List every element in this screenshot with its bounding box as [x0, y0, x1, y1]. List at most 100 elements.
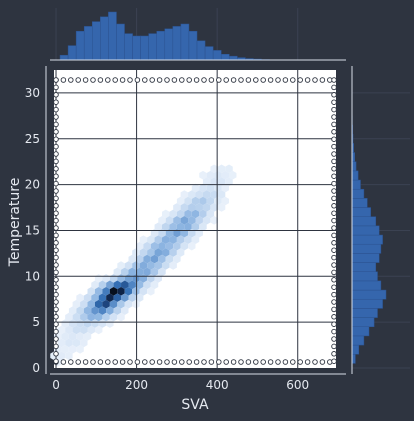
border-dot — [113, 78, 118, 83]
border-dot — [54, 93, 59, 98]
border-dot — [332, 218, 337, 223]
marginal-y-bar — [352, 345, 359, 354]
marginal-x-bar — [181, 24, 189, 60]
marginal-x-bar — [92, 22, 100, 60]
border-dot — [54, 352, 59, 357]
marginal-x-bar — [189, 31, 197, 60]
border-dot — [91, 78, 96, 83]
marginal-y-bar — [352, 327, 369, 336]
border-dot — [91, 360, 96, 365]
border-dot — [246, 360, 251, 365]
border-dot — [54, 152, 59, 157]
border-dot — [172, 78, 177, 83]
marginal-x-bar — [197, 41, 205, 60]
marginal-x-bar — [229, 56, 237, 60]
border-dot — [98, 360, 103, 365]
border-dot — [320, 78, 325, 83]
marginal-y-bar — [352, 290, 386, 299]
border-dot — [54, 307, 59, 312]
marginal-x-bar — [165, 29, 173, 60]
border-dot — [54, 344, 59, 349]
border-dot — [54, 181, 59, 186]
border-dot — [332, 241, 337, 246]
border-dot — [150, 78, 155, 83]
border-dot — [231, 78, 236, 83]
border-dot — [61, 78, 66, 83]
marginal-x-bar — [221, 54, 229, 60]
main-hexbin-plot — [50, 70, 336, 368]
border-dot — [54, 137, 59, 142]
border-dot — [157, 360, 162, 365]
marginal-y-bar — [352, 299, 383, 308]
border-dot — [128, 360, 133, 365]
border-dot — [54, 107, 59, 112]
x-tick-label: 0 — [52, 378, 60, 392]
border-dot — [224, 360, 229, 365]
border-dot — [332, 255, 337, 260]
marginal-y-bar — [352, 226, 379, 235]
border-dot — [83, 360, 88, 365]
border-dot — [135, 360, 140, 365]
marginal-y-bar — [352, 318, 374, 327]
border-dot — [69, 360, 74, 365]
border-dot — [135, 78, 140, 83]
border-dot — [332, 226, 337, 231]
border-dot — [268, 78, 273, 83]
border-dot — [332, 181, 337, 186]
border-dot — [261, 360, 266, 365]
border-dot — [106, 360, 111, 365]
border-dot — [54, 78, 59, 83]
border-dot — [239, 78, 244, 83]
border-dot — [83, 78, 88, 83]
border-dot — [202, 78, 207, 83]
border-dot — [54, 122, 59, 127]
marginal-y-bar — [352, 235, 383, 244]
marginal-x-bar — [213, 50, 221, 60]
border-dot — [54, 322, 59, 327]
border-dot — [332, 270, 337, 275]
border-dot — [332, 107, 337, 112]
border-dot — [54, 211, 59, 216]
border-dot — [332, 285, 337, 290]
marginal-y-bar — [352, 198, 367, 207]
y-tick-label: 20 — [25, 178, 40, 192]
y-tick-label: 30 — [25, 86, 40, 100]
marginal-y-bar — [352, 244, 381, 253]
border-dot — [54, 337, 59, 342]
marginal-x-bar — [205, 47, 213, 60]
border-dot — [54, 233, 59, 238]
border-dot — [332, 130, 337, 135]
border-dot — [305, 78, 310, 83]
border-dot — [332, 337, 337, 342]
border-dot — [276, 78, 281, 83]
border-dot — [120, 78, 125, 83]
border-dot — [332, 300, 337, 305]
border-dot — [332, 196, 337, 201]
border-dot — [217, 78, 222, 83]
border-dot — [332, 204, 337, 209]
border-dot — [332, 322, 337, 327]
border-dot — [61, 360, 66, 365]
border-dot — [157, 78, 162, 83]
border-dot — [165, 78, 170, 83]
border-dot — [54, 263, 59, 268]
border-dot — [54, 167, 59, 172]
border-dot — [332, 85, 337, 90]
border-dot — [202, 360, 207, 365]
border-dot — [291, 360, 296, 365]
marginal-y-bar — [352, 308, 378, 317]
border-dot — [98, 78, 103, 83]
x-tick-label: 200 — [125, 378, 148, 392]
border-dot — [54, 359, 59, 364]
border-dot — [187, 78, 192, 83]
border-dot — [113, 360, 118, 365]
border-dot — [254, 360, 259, 365]
border-dot — [54, 315, 59, 320]
border-dot — [276, 360, 281, 365]
y-axis-label: Temperature — [7, 178, 23, 268]
border-dot — [261, 78, 266, 83]
border-dot — [332, 359, 337, 364]
x-axis-label: SVA — [181, 397, 209, 413]
marginal-y-bar — [352, 171, 358, 180]
